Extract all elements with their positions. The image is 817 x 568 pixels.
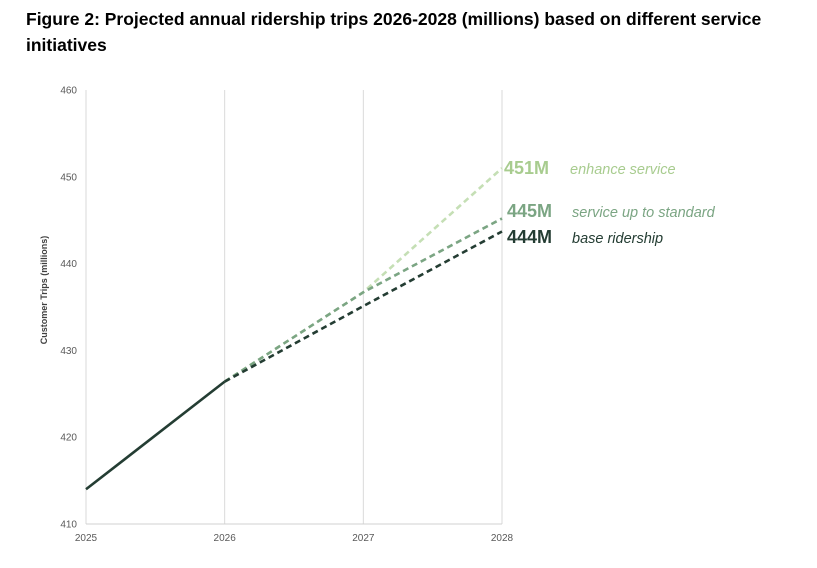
y-tick-label: 420 — [60, 433, 77, 444]
chart-title: Figure 2: Projected annual ridership tri… — [26, 9, 762, 55]
y-tick-label: 460 — [60, 86, 77, 97]
x-tick-label: 2028 — [491, 533, 514, 544]
x-tick-label: 2027 — [352, 533, 375, 544]
series-lines — [85, 167, 503, 491]
end-labels: 451M enhance service 445M service up to sta… — [504, 158, 716, 247]
x-axis-ticks: 2025 2026 2027 2028 — [75, 533, 514, 544]
y-axis-label: Customer Trips (millions) — [39, 236, 49, 345]
series-line-actual — [85, 380, 226, 491]
x-tick-label: 2025 — [75, 533, 98, 544]
y-axis-ticks: 410 420 430 440 450 460 — [60, 86, 77, 531]
series-line-base-ridership — [224, 230, 503, 383]
gridlines — [85, 90, 503, 525]
end-value-label: 445M — [507, 201, 552, 221]
series-name-label: service up to standard — [572, 205, 716, 221]
y-tick-label: 430 — [60, 346, 77, 357]
end-value-label: 451M — [504, 158, 549, 178]
x-tick-label: 2026 — [214, 533, 237, 544]
y-tick-label: 410 — [60, 520, 77, 531]
end-value-label: 444M — [507, 227, 552, 247]
y-tick-label: 440 — [60, 259, 77, 270]
series-name-label: base ridership — [572, 231, 663, 247]
series-line-service-up-to-standard — [223, 217, 503, 383]
series-name-label: enhance service — [570, 162, 676, 178]
y-tick-label: 450 — [60, 172, 77, 183]
